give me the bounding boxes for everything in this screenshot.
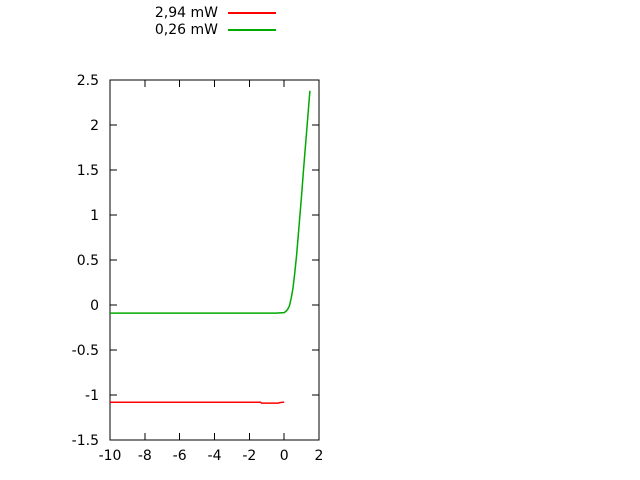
series-line-1 [110, 90, 311, 314]
y-tick-label: 1 [90, 208, 99, 224]
legend: 2,94 mW 0,26 mW [140, 4, 276, 38]
plot-area: -10 -8 -6 -4 -2 0 2 -1.5 -1 -0.5 0 0.5 1 1.5 2 2.5 [72, 73, 324, 464]
x-tick-label: -6 [173, 448, 187, 464]
y-tick-label: -1 [85, 388, 99, 404]
x-tick-label: -10 [99, 448, 122, 464]
x-tick-label: -8 [138, 448, 152, 464]
y-tick-label: 2 [90, 118, 99, 134]
legend-label: 2,94 mW [154, 4, 218, 21]
x-axis: -10 -8 -6 -4 -2 0 2 [99, 80, 324, 464]
y-tick-label: 0 [90, 298, 99, 314]
y-axis: -1.5 -1 -0.5 0 0.5 1 1.5 2 2.5 [72, 73, 319, 449]
x-tick-label: 2 [315, 448, 324, 464]
legend-item: 2,94 mW [140, 4, 276, 21]
plot-border [109, 79, 320, 441]
y-tick-label: -0.5 [72, 343, 99, 359]
y-tick-label: 0.5 [77, 253, 99, 269]
series-line-0 [110, 401, 285, 404]
legend-line-sample [228, 11, 276, 14]
legend-label: 0,26 mW [154, 21, 218, 38]
y-tick-label: 1.5 [77, 163, 99, 179]
y-tick-label: -1.5 [72, 433, 99, 449]
x-tick-label: -2 [242, 448, 256, 464]
legend-line-sample [228, 28, 276, 31]
series-lines [110, 90, 311, 404]
x-tick-label: -4 [208, 448, 222, 464]
y-tick-label: 2.5 [77, 73, 99, 89]
x-tick-label: 0 [280, 448, 289, 464]
legend-item: 0,26 mW [140, 21, 276, 38]
